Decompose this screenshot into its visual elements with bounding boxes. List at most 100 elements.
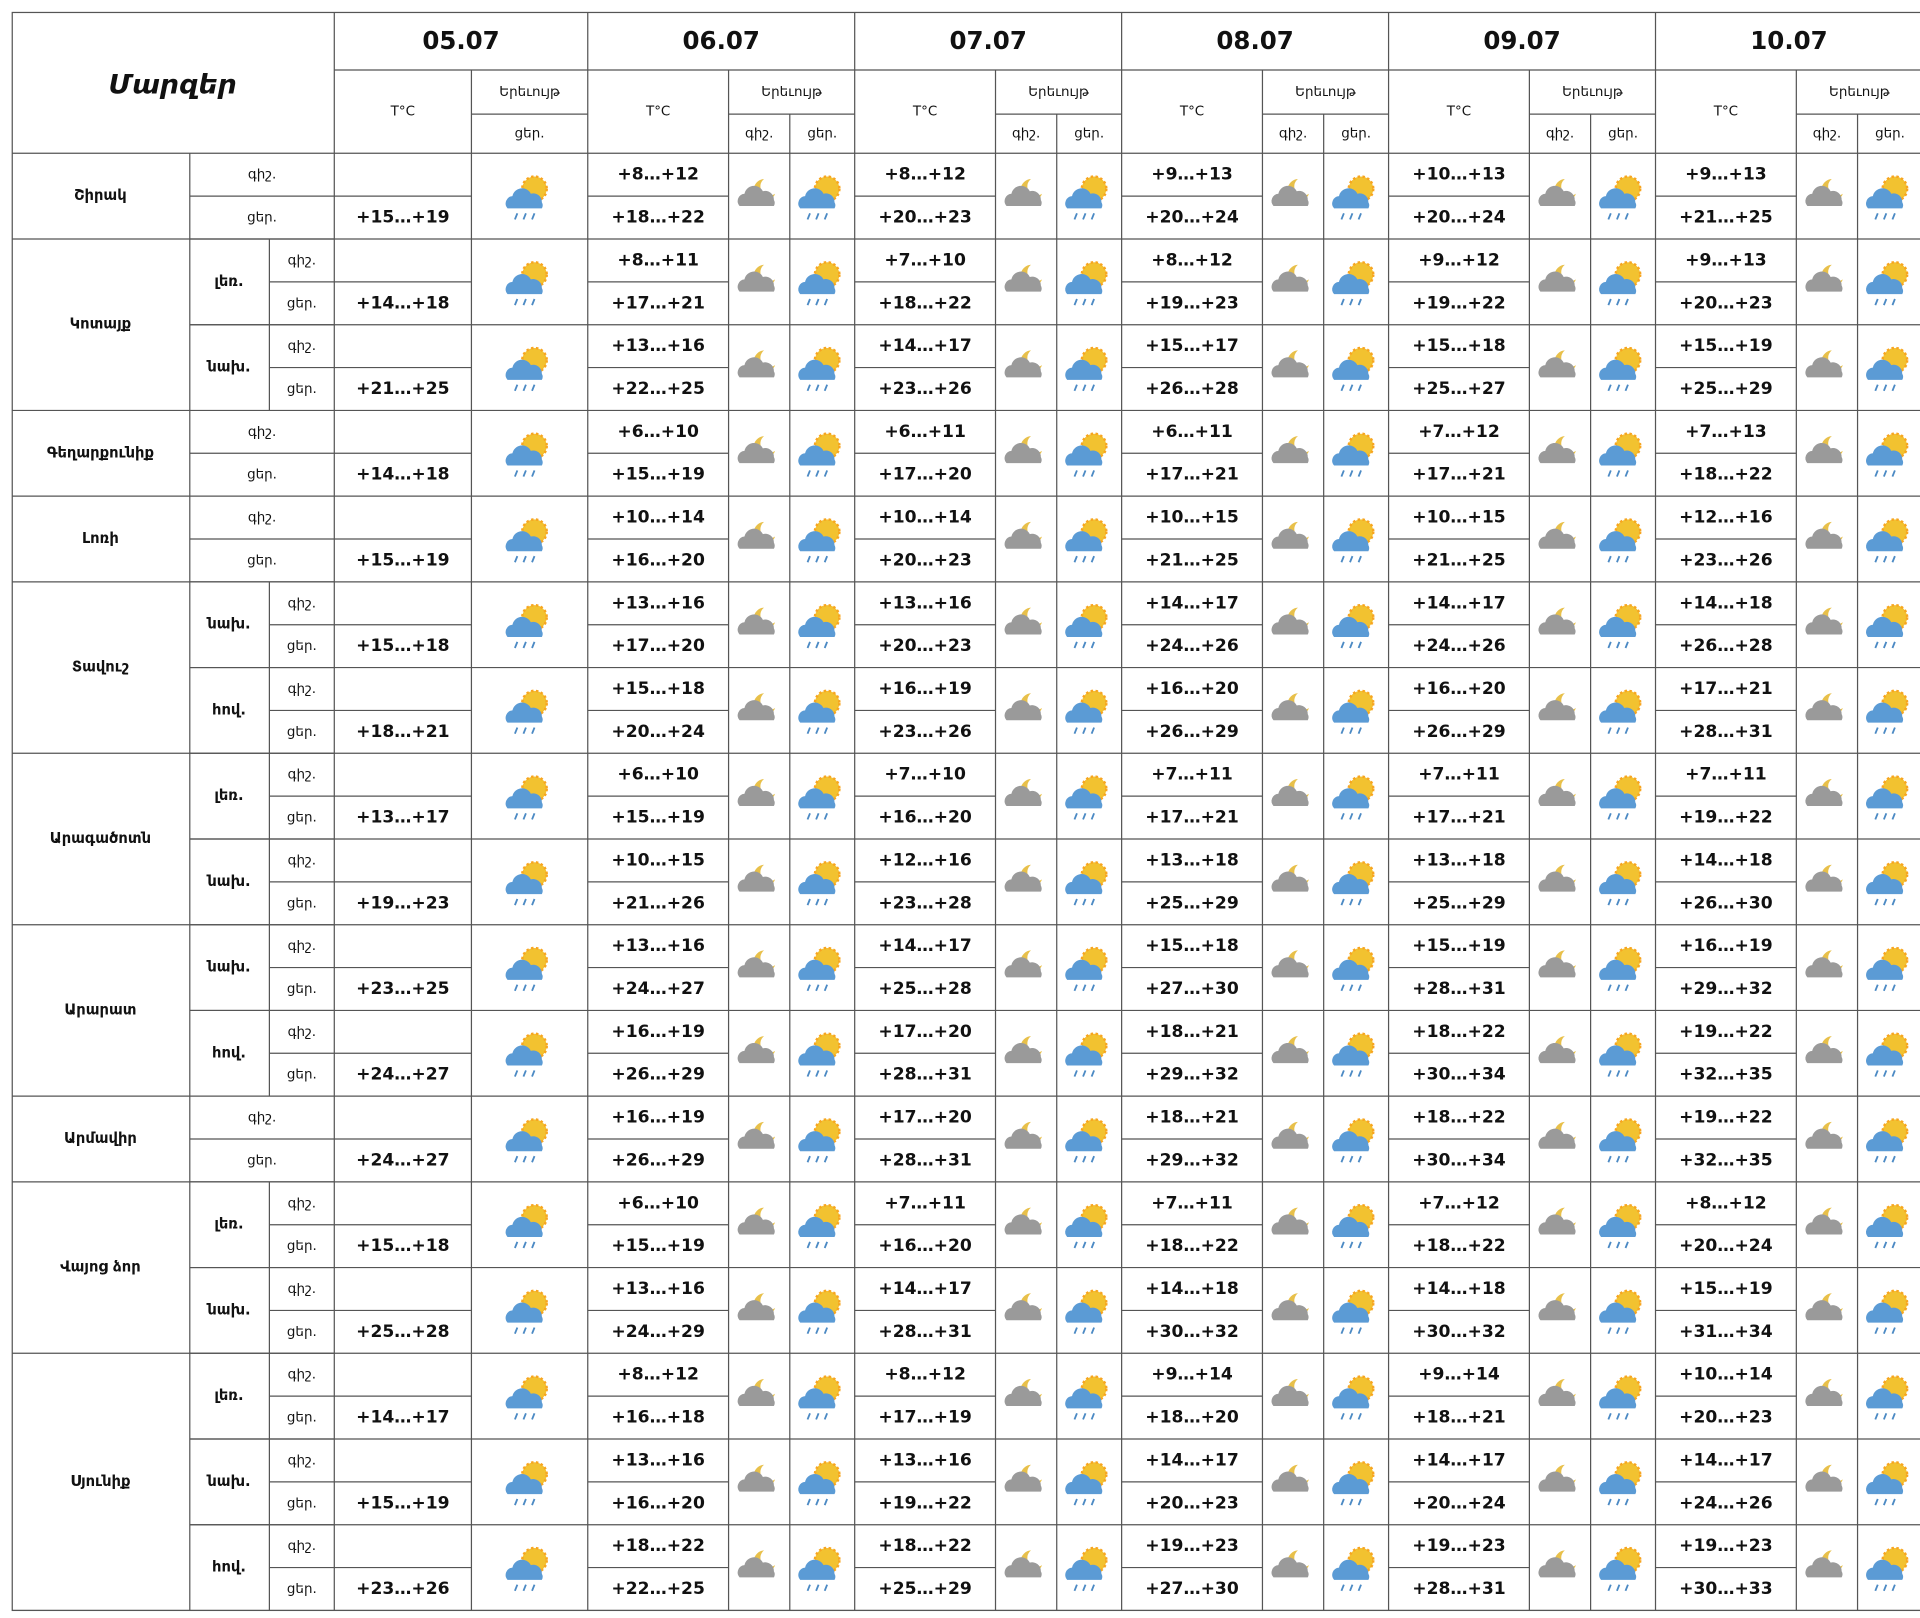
day-weather-icon — [505, 518, 548, 563]
cloud — [1866, 1045, 1904, 1066]
cloud — [737, 528, 775, 549]
cloud — [1538, 442, 1576, 464]
night-weather-icon — [1004, 864, 1043, 892]
cloud — [1538, 271, 1576, 292]
cloud — [1805, 357, 1843, 378]
rain — [1607, 1327, 1629, 1335]
night-weather-icon — [1004, 179, 1043, 206]
day-weather-icon — [1866, 946, 1909, 992]
night-weather-icon — [737, 1464, 776, 1492]
night-label: գիշ. — [288, 853, 316, 868]
night-header: գիշ. — [1279, 127, 1307, 142]
cloud — [1004, 1128, 1042, 1149]
rain — [1073, 727, 1095, 735]
night-weather-icon — [1805, 1036, 1843, 1064]
day-label: ցեր. — [287, 1239, 317, 1254]
night-temp: +17…+20 — [878, 1108, 972, 1128]
cloud — [737, 185, 775, 206]
day-weather-icon — [1065, 432, 1108, 477]
cloud — [1271, 1300, 1309, 1321]
night-temp: +13…+16 — [611, 593, 704, 613]
cloud — [1599, 531, 1637, 552]
cloud — [1538, 1042, 1576, 1064]
rain — [806, 1412, 828, 1420]
cloud — [1271, 185, 1309, 206]
rain — [1874, 898, 1896, 906]
cloud — [798, 531, 836, 552]
night-weather-icon — [1538, 1207, 1576, 1235]
cloud — [505, 531, 543, 552]
cloud — [798, 1388, 836, 1409]
rain — [1874, 384, 1896, 392]
day-temp: +26…+29 — [1412, 722, 1506, 742]
day-temp: +14…+18 — [356, 465, 450, 485]
cloud — [1538, 614, 1576, 635]
rain — [1340, 1241, 1362, 1249]
day-temp: +20…+23 — [1145, 1493, 1239, 1513]
night-weather-icon — [1004, 1379, 1043, 1406]
cloud — [1599, 959, 1637, 980]
day-temp: +23…+28 — [878, 893, 972, 913]
cloud — [1538, 871, 1576, 892]
rain — [1340, 1155, 1362, 1163]
day-weather-icon — [1332, 1375, 1375, 1420]
cloud — [505, 1388, 543, 1409]
day-weather-icon — [1332, 1118, 1375, 1163]
day-temp: +17…+21 — [611, 293, 704, 313]
cloud — [737, 357, 775, 378]
cloud — [1065, 445, 1103, 466]
cloud — [1866, 702, 1904, 723]
day-temp: +22…+25 — [611, 1579, 704, 1599]
night-weather-icon — [1271, 1379, 1309, 1406]
rain — [1340, 298, 1362, 306]
cloud — [1599, 1473, 1637, 1495]
cloud — [1004, 1385, 1042, 1406]
day-weather-icon — [1332, 1289, 1375, 1335]
day-header: ցեր. — [807, 127, 837, 142]
night-weather-icon — [1805, 693, 1843, 721]
day-weather-icon — [1332, 432, 1375, 477]
rain — [1874, 1327, 1896, 1335]
cloud — [737, 700, 775, 721]
night-label: գիշ. — [288, 1196, 316, 1211]
night-weather-icon — [1538, 864, 1576, 892]
rain — [1874, 1155, 1896, 1163]
rain — [1874, 1584, 1896, 1592]
day-weather-icon — [1599, 346, 1642, 392]
night-weather-icon — [1805, 950, 1843, 978]
night-temp: +19…+23 — [1412, 1536, 1506, 1556]
subregion-name: հով. — [212, 1044, 246, 1061]
day-weather-icon — [1866, 1375, 1909, 1420]
night-weather-icon — [1538, 350, 1576, 378]
cloud — [505, 1302, 543, 1323]
night-header: գիշ. — [745, 127, 773, 142]
night-temp: +14…+18 — [1679, 593, 1772, 613]
rain — [1607, 1584, 1629, 1592]
weather-header: Երեւույթ — [1829, 85, 1890, 100]
night-weather-icon — [1271, 1036, 1309, 1064]
day-temp: +20…+24 — [1679, 1236, 1773, 1256]
day-header: ցեր. — [1608, 127, 1638, 142]
day-temp: +25…+28 — [356, 1322, 450, 1342]
night-temp: +9…+14 — [1418, 1365, 1500, 1385]
night-temp: +15…+18 — [1145, 936, 1239, 956]
day-weather-icon — [505, 346, 548, 392]
rain — [1607, 298, 1629, 306]
night-weather-icon — [1805, 864, 1843, 892]
night-weather-icon — [737, 950, 776, 978]
night-weather-icon — [1538, 1379, 1576, 1406]
night-temp: +7…+13 — [1685, 422, 1767, 442]
cloud — [1805, 700, 1843, 721]
night-temp: +15…+17 — [1145, 336, 1239, 356]
subregion-name: նախ. — [206, 873, 250, 890]
night-weather-icon — [1271, 521, 1309, 549]
night-temp: +6…+10 — [617, 422, 699, 442]
night-temp: +7…+11 — [1418, 765, 1500, 785]
night-temp: +15…+19 — [1679, 1279, 1772, 1299]
cloud — [1866, 1473, 1904, 1495]
day-temp: +29…+32 — [1679, 979, 1772, 999]
cloud — [505, 1216, 543, 1237]
cloud — [1538, 1128, 1576, 1149]
rain — [1340, 898, 1362, 906]
